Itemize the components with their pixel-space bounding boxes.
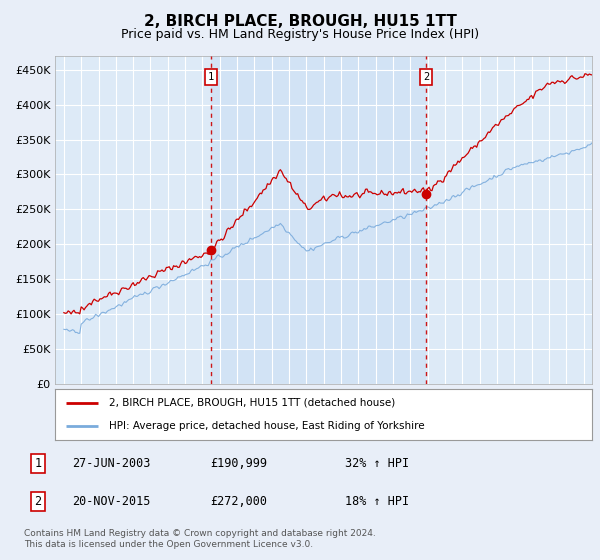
Text: Price paid vs. HM Land Registry's House Price Index (HPI): Price paid vs. HM Land Registry's House …: [121, 28, 479, 41]
Text: £190,999: £190,999: [210, 457, 267, 470]
Text: 27-JUN-2003: 27-JUN-2003: [72, 457, 151, 470]
Text: 2, BIRCH PLACE, BROUGH, HU15 1TT (detached house): 2, BIRCH PLACE, BROUGH, HU15 1TT (detach…: [109, 398, 395, 408]
Text: 2: 2: [35, 495, 41, 508]
Text: 1: 1: [208, 72, 214, 82]
Text: 1: 1: [35, 457, 41, 470]
Text: HPI: Average price, detached house, East Riding of Yorkshire: HPI: Average price, detached house, East…: [109, 421, 425, 431]
Text: 2: 2: [423, 72, 429, 82]
Text: 32% ↑ HPI: 32% ↑ HPI: [346, 457, 410, 470]
Bar: [211, 56, 426, 384]
Text: 2, BIRCH PLACE, BROUGH, HU15 1TT: 2, BIRCH PLACE, BROUGH, HU15 1TT: [143, 14, 457, 29]
Text: £272,000: £272,000: [210, 495, 267, 508]
Text: Contains HM Land Registry data © Crown copyright and database right 2024.
This d: Contains HM Land Registry data © Crown c…: [24, 529, 376, 549]
Text: 18% ↑ HPI: 18% ↑ HPI: [346, 495, 410, 508]
Text: 20-NOV-2015: 20-NOV-2015: [72, 495, 151, 508]
